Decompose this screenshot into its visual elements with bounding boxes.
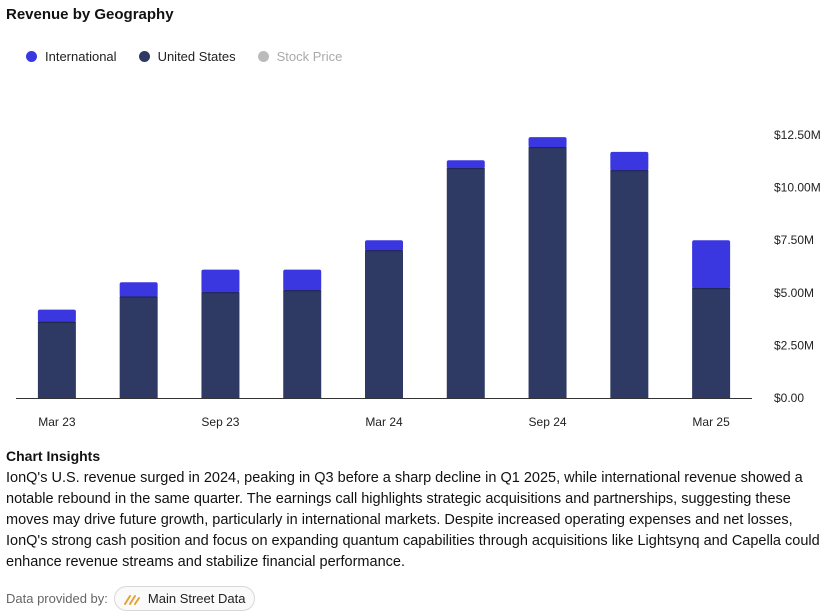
legend-label: International	[45, 49, 117, 64]
bar-international[interactable]	[528, 137, 567, 148]
bar-united-states[interactable]	[446, 168, 485, 398]
bar-united-states[interactable]	[283, 290, 322, 398]
y-axis-ticks: $0.00 $2.50M $5.00M $7.50M $10.00M $12.50M	[774, 128, 821, 405]
bars-group	[37, 137, 731, 398]
insights-text: IonQ's U.S. revenue surged in 2024, peak…	[6, 470, 820, 570]
insights-title: Chart Insights	[6, 448, 101, 464]
bar-international[interactable]	[365, 240, 403, 251]
legend-dot-icon	[257, 51, 269, 62]
main-street-data-logo-icon	[123, 594, 140, 605]
y-tick-label: $0.00	[774, 391, 804, 405]
data-provider-footer: Data provided by: Main Street Data	[6, 586, 256, 611]
bar-united-states[interactable]	[201, 292, 240, 398]
bar-united-states[interactable]	[528, 147, 567, 398]
y-tick-label: $7.50M	[774, 233, 814, 247]
legend-dot-icon	[138, 51, 150, 62]
bar-international[interactable]	[37, 309, 76, 323]
legend-label: Stock Price	[276, 49, 343, 64]
x-tick-label: Sep 24	[529, 415, 567, 429]
bar-united-states[interactable]	[119, 297, 158, 398]
y-tick-label: $5.00M	[774, 286, 814, 300]
y-tick-label: $2.50M	[774, 338, 814, 352]
chart-title: Revenue by Geography	[6, 6, 174, 23]
x-axis-ticks: Mar 23 Sep 23 Mar 24 Sep 24 Mar 25	[38, 415, 730, 429]
data-provider-name: Main Street Data	[147, 591, 246, 606]
y-tick-label: $10.00M	[774, 181, 821, 195]
bar-international[interactable]	[692, 240, 731, 289]
legend-item-international[interactable]: International	[26, 49, 117, 64]
bar-united-states[interactable]	[610, 170, 649, 398]
bar-international[interactable]	[610, 151, 649, 171]
x-tick-label: Mar 23	[38, 415, 76, 429]
bar-international[interactable]	[283, 269, 322, 291]
bar-international[interactable]	[119, 282, 158, 298]
legend-item-stock-price[interactable]: Stock Price	[257, 49, 343, 64]
legend-label: United States	[157, 49, 236, 64]
y-tick-label: $12.50M	[774, 128, 821, 142]
legend-item-united-states[interactable]: United States	[138, 49, 236, 64]
x-tick-label: Mar 24	[365, 415, 403, 429]
bar-international[interactable]	[201, 269, 240, 293]
bar-united-states[interactable]	[692, 288, 731, 398]
legend-dot-icon	[26, 51, 37, 62]
x-tick-label: Sep 23	[201, 415, 239, 429]
data-provider-label: Data provided by:	[6, 591, 108, 606]
bar-united-states[interactable]	[37, 322, 76, 398]
bar-international[interactable]	[446, 160, 485, 169]
revenue-bar-chart: Mar 23 Sep 23 Mar 24 Sep 24 Mar 25 $0.00 $2.5…	[16, 128, 821, 429]
bar-united-states[interactable]	[365, 250, 403, 398]
chart-legend: International United States Stock Price	[26, 49, 364, 64]
x-tick-label: Mar 25	[692, 415, 730, 429]
data-provider-badge[interactable]: Main Street Data	[113, 586, 256, 611]
